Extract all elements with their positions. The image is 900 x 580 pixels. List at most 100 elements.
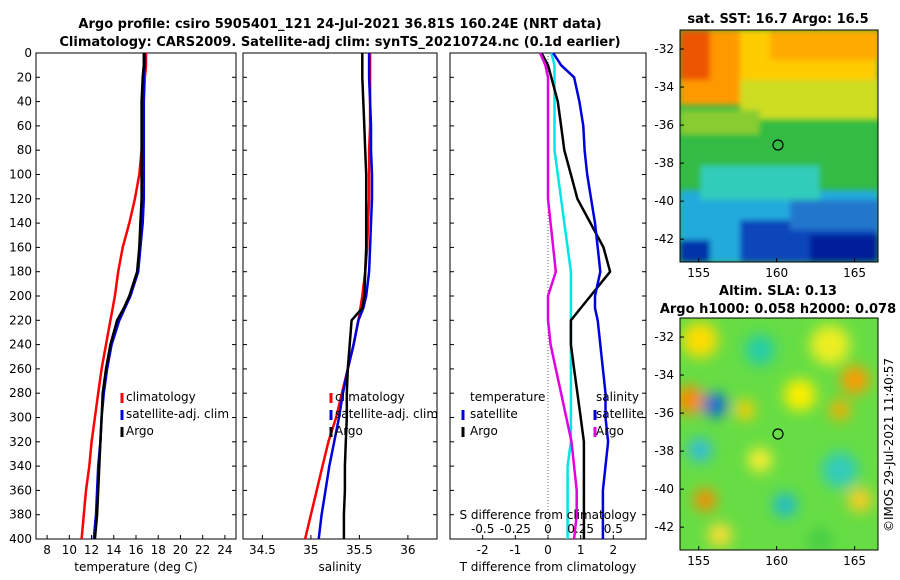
map-y-tick-label: -38 <box>654 444 674 458</box>
x-tick-label: 35.5 <box>346 543 373 557</box>
sst-map-frame <box>679 29 879 263</box>
y-tick-label: 220 <box>9 313 32 327</box>
sla-map-image <box>680 318 878 550</box>
y-tick-label: 120 <box>9 192 32 206</box>
map-y-tick-label: -34 <box>654 368 674 382</box>
legend-label: satellite-adj. clim <box>126 407 229 421</box>
map-y-tick-label: -32 <box>654 330 674 344</box>
y-tick-label: 260 <box>9 362 32 376</box>
argo-float-marker-sst <box>772 139 784 151</box>
top-tick-label: -0.5 <box>471 522 494 536</box>
sst-map-image <box>680 30 878 262</box>
top-tick-label: 0.25 <box>567 522 594 536</box>
map-y-tick-label: -36 <box>654 118 674 132</box>
sla-map-axes: -32 -34 -36 -38 -40 -42 155 160 165 <box>654 330 866 568</box>
legend-label: Argo <box>596 424 624 438</box>
map-x-tick-label: 165 <box>843 554 866 568</box>
legend-label: salinity <box>596 390 639 404</box>
legend-label: temperature <box>470 390 545 404</box>
x-tick-label: 20 <box>173 543 188 557</box>
legend-label: climatology <box>335 390 405 404</box>
map-x-tick-label: 165 <box>843 266 866 280</box>
legend-label: satellite <box>470 407 518 421</box>
y-tick-label: 280 <box>9 386 32 400</box>
x-tick-label: 8 <box>43 543 51 557</box>
map-x-tick-label: 160 <box>765 266 788 280</box>
series-line-salinity-argo <box>539 52 578 540</box>
map-y-tick-label: -38 <box>654 156 674 170</box>
x-tick-label: 16 <box>128 543 143 557</box>
y-tick-label: 0 <box>24 46 32 60</box>
legend-label: Argo <box>470 424 498 438</box>
legend-label: Argo <box>126 424 154 438</box>
y-tick-label: 380 <box>9 508 32 522</box>
copyright-credit: ©IMOS 29-Jul-2021 11:40:57 <box>882 358 896 532</box>
y-tick-label: 320 <box>9 435 32 449</box>
x-tick-label: 2 <box>610 543 618 557</box>
y-tick-label: 40 <box>17 95 32 109</box>
map-y-tick-label: -34 <box>654 80 674 94</box>
y-tick-label: 300 <box>9 411 32 425</box>
x-tick-label: -1 <box>509 543 521 557</box>
x-tick-label: -2 <box>477 543 489 557</box>
sla-map-frame <box>679 317 879 551</box>
top-tick-label: 0.5 <box>604 522 623 536</box>
map-y-tick-label: -42 <box>654 232 674 246</box>
series-line-argo <box>93 53 146 540</box>
sla-map-subtitle: Argo h1000: 0.058 h2000: 0.078 <box>660 302 896 317</box>
difference-panel: -2 -1 0 1 2 T difference from climatology temp… <box>449 52 647 574</box>
y-tick-label: 400 <box>9 532 32 546</box>
y-tick-label: 180 <box>9 265 32 279</box>
series-line-salinity-satellite <box>552 52 610 539</box>
y-tick-label: 340 <box>9 459 32 473</box>
map-y-tick-label: -42 <box>654 520 674 534</box>
sst-map-title: sat. SST: 16.7 Argo: 16.5 <box>687 12 868 27</box>
y-tick-label: 80 <box>17 143 32 157</box>
x-tick-label: 24 <box>217 543 232 557</box>
map-y-tick-label: -40 <box>654 482 674 496</box>
x-tick-label: 1 <box>577 543 585 557</box>
y-tick-label: 140 <box>9 216 32 230</box>
map-y-tick-label: -36 <box>654 406 674 420</box>
y-tick-label: 20 <box>17 70 32 84</box>
series-line-argo <box>342 53 368 539</box>
plot-frame <box>35 52 237 540</box>
series-line-satellite-adj-clim <box>92 53 147 540</box>
x-tick-label: 36 <box>400 543 415 557</box>
top-tick-label: 0 <box>544 522 552 536</box>
legend-label: satellite <box>596 407 644 421</box>
x-tick-label: 0 <box>544 543 552 557</box>
y-tick-label: 240 <box>9 338 32 352</box>
y-tick-label: 60 <box>17 119 32 133</box>
legend-label: Argo <box>335 424 363 438</box>
x-tick-label: 12 <box>84 543 99 557</box>
map-x-tick-label: 155 <box>687 266 710 280</box>
map-y-tick-label: -40 <box>654 194 674 208</box>
map-x-tick-label: 160 <box>765 554 788 568</box>
legend-label: climatology <box>126 390 196 404</box>
top-axis-label: S difference from climatology <box>460 508 637 522</box>
series-line-climatology <box>80 53 148 540</box>
sla-map-title: Altim. SLA: 0.13 <box>719 284 837 299</box>
series-line-temperature-argo <box>540 52 612 539</box>
temperature-panel: 8 10 12 14 16 18 20 22 2402040608010012014016018… <box>9 46 237 574</box>
y-tick-label: 100 <box>9 168 32 182</box>
map-y-tick-label: -32 <box>654 42 674 56</box>
top-tick-label: -0.25 <box>500 522 531 536</box>
x-tick-label: 22 <box>195 543 210 557</box>
salinity-panel: 34.5 35 35.5 36 salinity climatology satellite… <box>242 52 438 574</box>
x-axis-label: salinity <box>318 560 361 574</box>
x-axis-label: temperature (deg C) <box>74 560 197 574</box>
series-line-temperature-satellite <box>550 52 573 539</box>
y-tick-label: 360 <box>9 483 32 497</box>
figure-title-line2: Climatology: CARS2009. Satellite-adj cli… <box>59 35 620 50</box>
x-axis-label: T difference from climatology <box>459 560 637 574</box>
map-x-tick-label: 155 <box>687 554 710 568</box>
x-tick-label: 34.5 <box>249 543 276 557</box>
plot-frame <box>242 52 438 540</box>
legend-label: satellite-adj. clim <box>335 407 438 421</box>
x-tick-label: 14 <box>106 543 121 557</box>
argo-float-marker-sla <box>772 428 784 440</box>
x-tick-label: 18 <box>151 543 166 557</box>
